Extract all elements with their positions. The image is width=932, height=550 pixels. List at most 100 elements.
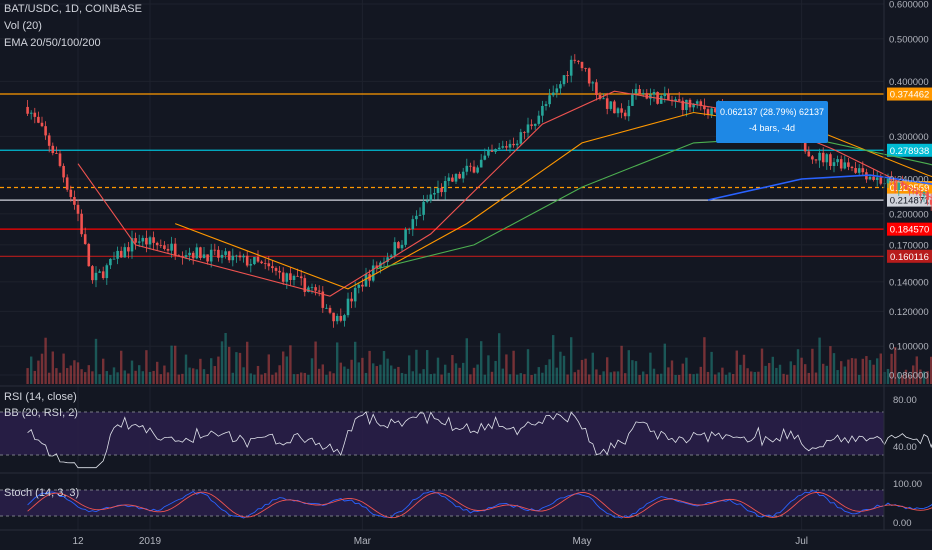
rsi-bb-title[interactable]: BB (20, RSI, 2) xyxy=(4,407,78,419)
volume-bar xyxy=(177,374,180,384)
candle-body xyxy=(623,112,627,117)
volume-bar xyxy=(350,359,353,384)
volume-bar xyxy=(393,368,396,384)
volume-bar xyxy=(530,374,533,384)
candle-body xyxy=(425,200,429,202)
volume-bar xyxy=(314,341,317,384)
candle-body xyxy=(476,167,479,173)
volume-bar xyxy=(372,363,375,384)
volume-bar xyxy=(30,356,33,384)
volume-bar xyxy=(91,371,94,384)
candle-body xyxy=(555,88,559,93)
ema200-line xyxy=(707,174,932,201)
candle-body xyxy=(875,177,879,180)
candle-body xyxy=(479,159,483,168)
candle-body xyxy=(551,92,555,96)
volume-bar xyxy=(444,364,447,384)
y-tick-label: 0.170000 xyxy=(889,240,929,251)
volume-bar xyxy=(840,361,843,384)
volume-bar xyxy=(300,372,303,384)
volume-bar xyxy=(566,374,569,384)
volume-bar xyxy=(642,371,645,384)
volume-bar xyxy=(804,364,807,384)
candle-body xyxy=(915,192,919,195)
volume-indicator-label[interactable]: Vol (20) xyxy=(4,20,42,32)
volume-bar xyxy=(476,364,479,384)
volume-bar xyxy=(433,373,436,384)
volume-bar xyxy=(98,374,101,384)
candle-body xyxy=(580,61,584,69)
candle-body xyxy=(454,173,458,182)
y-tick-label: 0.200000 xyxy=(889,209,929,220)
volume-bar xyxy=(174,345,177,384)
candle-body xyxy=(605,98,609,109)
volume-bar xyxy=(710,351,713,384)
candle-body xyxy=(235,255,238,257)
candle-body xyxy=(526,124,530,133)
candlesticks xyxy=(26,54,932,328)
candle-body xyxy=(447,177,451,182)
candle-body xyxy=(523,132,526,133)
candle-body xyxy=(843,162,847,169)
ema-lines xyxy=(77,90,932,297)
y-tick-label: 0.100000 xyxy=(889,342,929,353)
volume-bar xyxy=(782,373,785,384)
volume-bar xyxy=(120,350,123,384)
volume-bar xyxy=(138,365,141,384)
candle-body xyxy=(847,162,850,167)
measure-box[interactable]: 0.062137 (28.79%) 62137 -4 bars, -4d xyxy=(716,101,828,143)
candle-body xyxy=(371,265,375,281)
volume-bar xyxy=(793,365,796,384)
volume-bar xyxy=(721,367,724,384)
volume-bar xyxy=(364,372,368,384)
candle-body xyxy=(346,298,350,316)
volume-bar xyxy=(325,374,328,384)
candle-body xyxy=(191,252,195,259)
stoch-tick-label: 100.00 xyxy=(893,479,922,490)
candle-body xyxy=(562,75,566,85)
candle-body xyxy=(145,237,148,245)
volume-bar xyxy=(645,374,648,384)
volume-bar xyxy=(256,365,260,384)
volume-bar xyxy=(127,373,130,384)
x-tick-label: Mar xyxy=(354,536,372,547)
volume-bar xyxy=(807,372,810,384)
volume-bar xyxy=(159,374,162,384)
candle-body xyxy=(911,191,915,193)
measure-bars: -4 bars, -4d xyxy=(748,123,796,133)
ema-indicator-label[interactable]: EMA 20/50/100/200 xyxy=(4,37,101,49)
candle-body xyxy=(343,315,346,321)
volume-bar xyxy=(890,353,893,384)
candle-body xyxy=(829,154,832,166)
candle-body xyxy=(832,162,836,166)
rsi-title[interactable]: RSI (14, close) xyxy=(4,391,77,403)
volume-bar xyxy=(800,357,803,384)
candle-body xyxy=(220,254,224,258)
volume-bar xyxy=(742,354,746,384)
volume-bar xyxy=(292,374,296,384)
volume-bar xyxy=(627,350,630,384)
volume-bar xyxy=(267,354,270,384)
volume-bar xyxy=(660,373,663,384)
candle-body xyxy=(483,155,487,160)
volume-bar xyxy=(548,359,551,384)
volume-bar xyxy=(854,358,857,384)
candle-body xyxy=(811,156,814,160)
volume-bar xyxy=(228,346,231,384)
candle-body xyxy=(271,266,274,269)
candle-body xyxy=(170,243,173,251)
y-tick-label: 0.140000 xyxy=(889,277,929,288)
candle-body xyxy=(919,194,922,196)
volume-bar xyxy=(699,366,702,384)
candle-body xyxy=(929,199,932,205)
stoch-title[interactable]: Stoch (14, 3, 3) xyxy=(4,487,80,499)
candle-body xyxy=(202,254,206,258)
candle-body xyxy=(310,287,314,288)
candle-body xyxy=(278,270,281,273)
y-tick-label: 0.086000 xyxy=(889,371,929,382)
y-tick-label: 0.240000 xyxy=(889,174,929,185)
candle-body xyxy=(451,177,454,182)
volume-bar xyxy=(775,367,778,384)
candle-body xyxy=(436,187,440,193)
